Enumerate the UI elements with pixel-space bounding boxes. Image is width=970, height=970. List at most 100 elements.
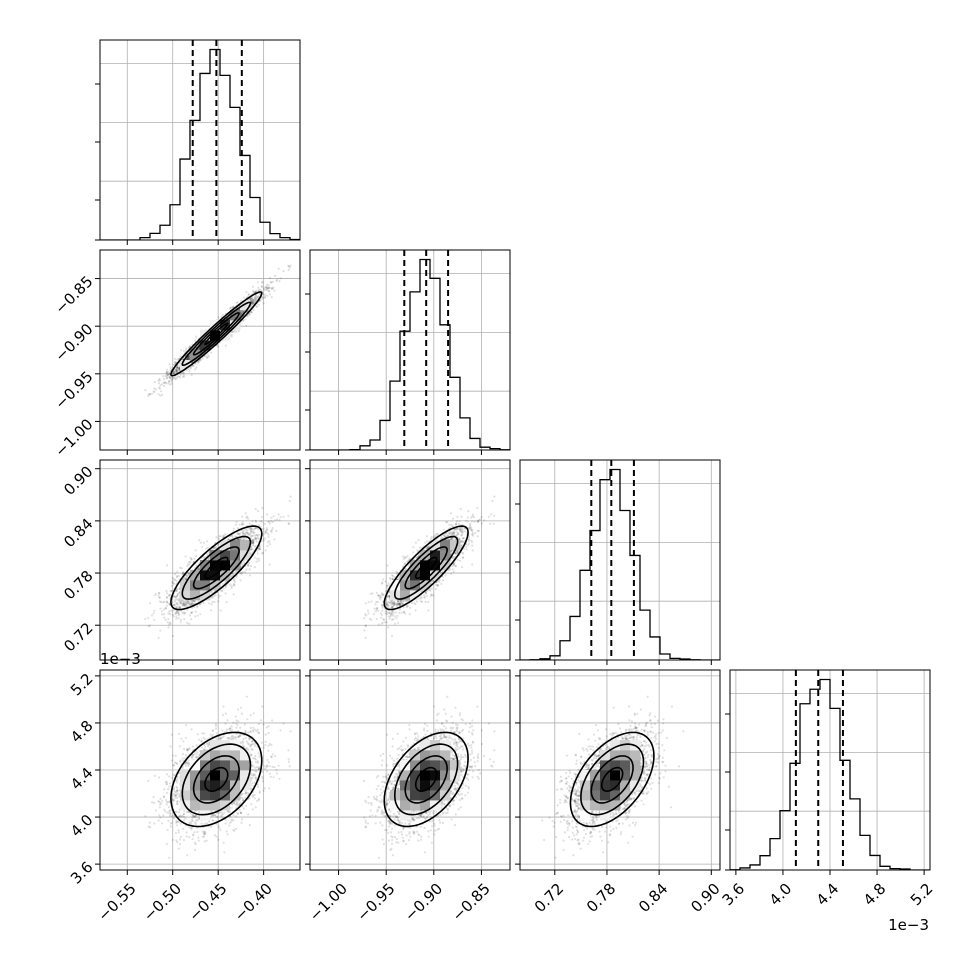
sample-point bbox=[154, 592, 157, 595]
sample-point bbox=[252, 308, 255, 312]
sample-point bbox=[175, 590, 178, 593]
sample-point bbox=[180, 602, 184, 605]
sample-point bbox=[176, 594, 179, 597]
sample-point bbox=[149, 393, 152, 396]
panel-frame bbox=[309, 249, 511, 451]
sample-point bbox=[184, 600, 187, 603]
sample-point bbox=[194, 615, 197, 618]
sample-point bbox=[179, 621, 182, 624]
sample-point bbox=[194, 610, 197, 613]
sample-point bbox=[233, 580, 236, 583]
sample-point bbox=[185, 358, 188, 361]
sample-point bbox=[189, 600, 192, 603]
sample-point bbox=[187, 357, 190, 361]
sample-point bbox=[242, 319, 245, 322]
sample-point bbox=[238, 533, 241, 537]
sample-point bbox=[174, 361, 177, 364]
sample-point bbox=[274, 274, 277, 277]
sample-point bbox=[250, 534, 253, 537]
sample-point bbox=[166, 371, 169, 374]
sample-point bbox=[271, 286, 274, 289]
sample-point bbox=[149, 602, 152, 605]
sample-point bbox=[194, 600, 197, 603]
sample-point bbox=[180, 599, 183, 603]
sample-point bbox=[263, 288, 266, 292]
sample-point bbox=[276, 278, 279, 281]
sample-point bbox=[184, 577, 187, 580]
sample-point bbox=[268, 563, 271, 566]
sample-point bbox=[202, 555, 205, 558]
sample-point bbox=[275, 529, 278, 533]
sample-point bbox=[245, 291, 248, 294]
sample-point bbox=[174, 370, 177, 373]
sample-point bbox=[182, 603, 185, 606]
sample-point bbox=[254, 527, 257, 530]
sample-point bbox=[163, 381, 166, 384]
sample-point bbox=[174, 368, 177, 371]
sample-point bbox=[267, 286, 270, 290]
sample-point bbox=[188, 622, 191, 625]
sample-point bbox=[249, 297, 252, 300]
sample-point bbox=[261, 295, 264, 298]
density-cell bbox=[200, 330, 211, 341]
sample-point bbox=[186, 621, 189, 624]
sample-point bbox=[263, 537, 267, 540]
sample-point bbox=[198, 347, 201, 350]
sample-point bbox=[250, 548, 253, 551]
sample-point bbox=[179, 606, 182, 609]
sample-point bbox=[177, 611, 180, 614]
sample-point bbox=[201, 546, 204, 549]
sample-point bbox=[256, 281, 259, 284]
sample-point bbox=[175, 611, 178, 614]
sample-point bbox=[181, 604, 184, 607]
sample-point bbox=[172, 603, 176, 606]
sample-point bbox=[227, 537, 230, 541]
sample-point bbox=[186, 608, 189, 611]
sample-point bbox=[161, 393, 164, 396]
sample-point bbox=[252, 541, 255, 544]
sample-point bbox=[276, 518, 279, 521]
sample-point bbox=[267, 520, 270, 523]
sample-point bbox=[182, 349, 185, 353]
sample-point bbox=[188, 355, 191, 358]
sample-point bbox=[263, 522, 266, 526]
sample-point bbox=[236, 301, 239, 304]
sample-point bbox=[254, 537, 257, 540]
sample-point bbox=[178, 606, 181, 610]
sample-point bbox=[164, 374, 167, 378]
sample-point bbox=[252, 301, 255, 304]
sample-point bbox=[248, 574, 252, 577]
sample-point bbox=[249, 532, 252, 535]
sample-point bbox=[166, 373, 169, 377]
sample-point bbox=[257, 524, 260, 527]
sample-point bbox=[165, 382, 168, 385]
sample-point bbox=[237, 532, 240, 535]
sample-point bbox=[287, 268, 290, 271]
sample-point bbox=[266, 528, 269, 531]
sample-point bbox=[252, 298, 255, 301]
sample-point bbox=[238, 523, 241, 526]
sample-point bbox=[255, 298, 258, 301]
sample-point bbox=[258, 292, 261, 295]
sample-point bbox=[165, 376, 168, 379]
sample-point bbox=[170, 380, 173, 383]
sample-point bbox=[269, 281, 272, 284]
sample-point bbox=[172, 363, 175, 366]
sample-point bbox=[175, 369, 178, 372]
sample-point bbox=[241, 310, 244, 313]
sample-point bbox=[215, 546, 218, 549]
sample-point bbox=[255, 533, 258, 537]
sample-point bbox=[267, 290, 270, 293]
sample-point bbox=[256, 537, 259, 540]
sample-point bbox=[174, 612, 177, 615]
sample-point bbox=[236, 527, 239, 530]
sample-point bbox=[213, 600, 216, 604]
sample-point bbox=[175, 361, 178, 364]
sample-point bbox=[250, 305, 253, 308]
sample-point bbox=[244, 533, 247, 536]
sample-point bbox=[251, 544, 255, 547]
sample-point bbox=[189, 602, 192, 605]
sample-point bbox=[168, 373, 171, 376]
sample-point bbox=[190, 611, 193, 615]
sample-point bbox=[247, 313, 251, 316]
